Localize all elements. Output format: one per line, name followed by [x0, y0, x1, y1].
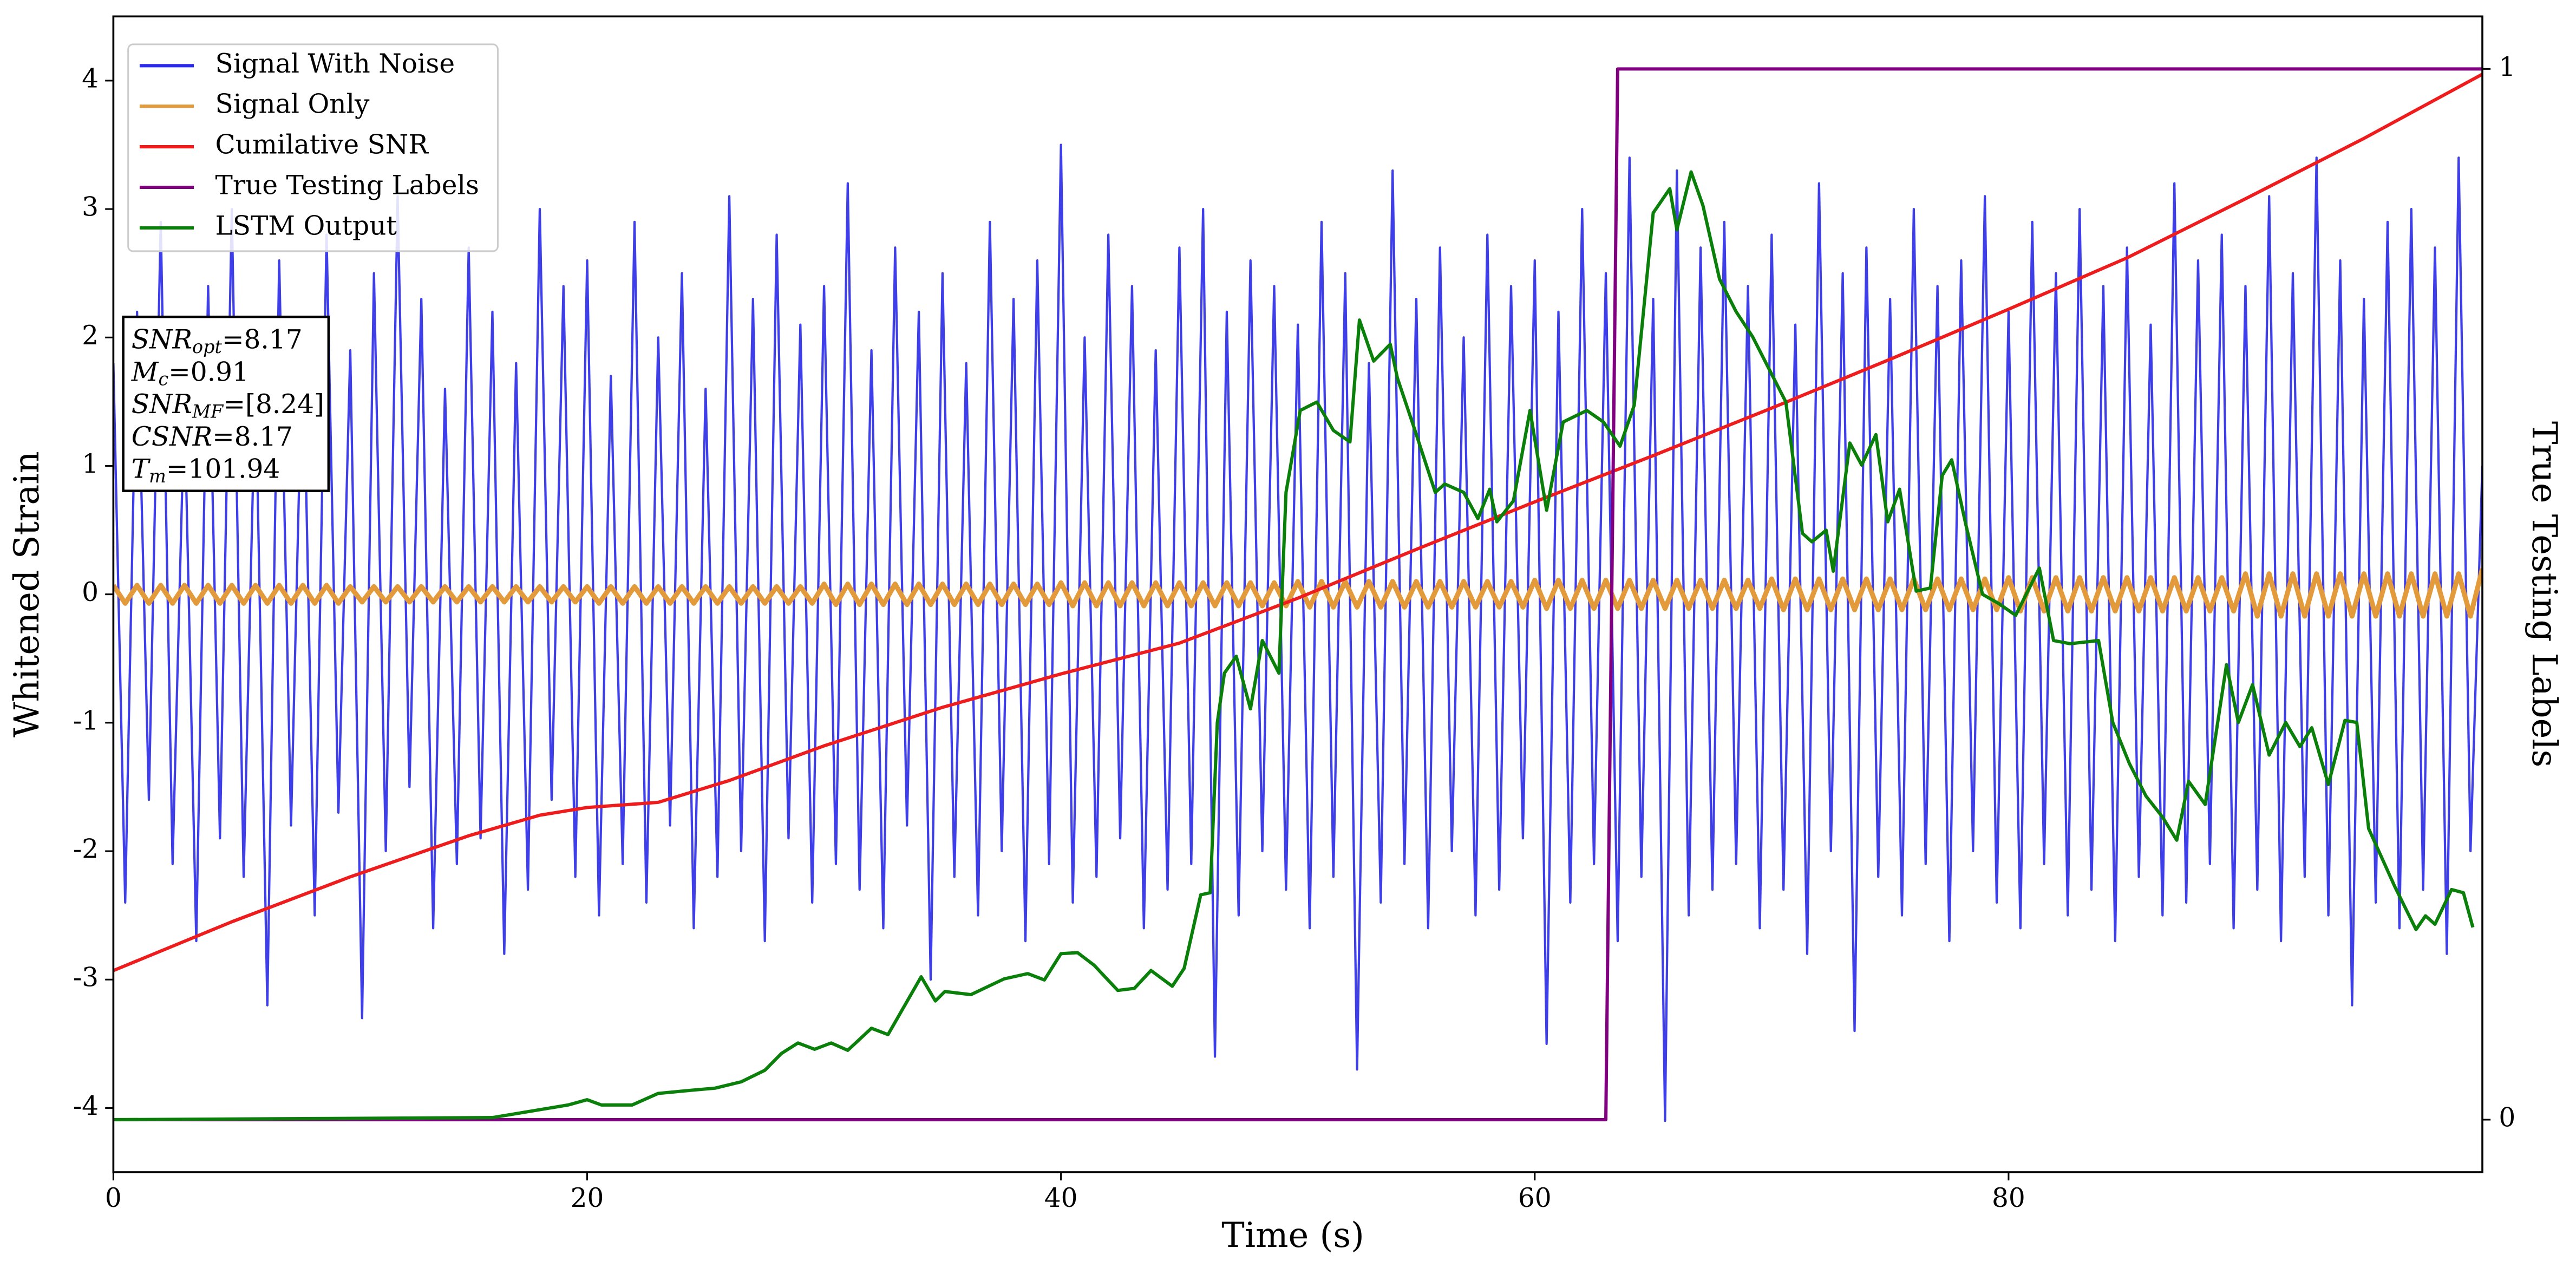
y-axis-label: Whitened Strain [7, 451, 47, 737]
annotation-text: SNRMF=[8.24] [132, 389, 324, 422]
series-line [113, 143, 2483, 1122]
legend-label: Cumilative SNR [215, 130, 429, 160]
legend-label: Signal With Noise [215, 49, 455, 79]
y-tick-label: 3 [82, 192, 99, 223]
annotation-name: T [132, 454, 151, 484]
annotation-text: CSNR=8.17 [132, 421, 293, 452]
x-tick-label: 80 [1992, 1183, 2025, 1213]
y-tick-label: -4 [73, 1091, 99, 1121]
annotation-value: =8.17 [212, 421, 293, 452]
annotation-value: =8.17 [222, 324, 303, 355]
annotation-value: =101.94 [166, 454, 280, 484]
annotation-name: SNR [132, 389, 192, 420]
annotation-sub: MF [192, 401, 224, 422]
y-tick-label: 2 [82, 321, 99, 351]
y2-tick-label: 0 [2499, 1102, 2515, 1133]
legend-label: LSTM Output [215, 211, 397, 241]
y-tick-label: -2 [73, 834, 99, 865]
x-axis-label: Time (s) [1221, 1216, 1364, 1256]
annotation-text: Mc=0.91 [131, 357, 249, 390]
annotation-name: M [131, 357, 159, 387]
y2-axis-label: True Testing Labels [2524, 421, 2564, 767]
annotation-text: SNRopt=8.17 [132, 324, 303, 357]
annotation-box [122, 315, 330, 492]
annotation-sub: c [158, 369, 168, 390]
y2-tick-label: 1 [2499, 52, 2515, 82]
y-tick-label: -1 [73, 705, 99, 736]
annotation-value: =0.91 [168, 357, 249, 387]
series-line [113, 170, 2475, 1122]
legend-box [127, 43, 499, 252]
annotation: SNRopt=8.17Mc=0.91SNRMF=[8.24]CSNR=8.17T… [122, 315, 330, 492]
y-tick-label: -3 [73, 963, 99, 993]
legend-label: True Testing Labels [215, 170, 479, 200]
y-tick-label: 0 [82, 577, 99, 607]
y-tick-label: 1 [82, 449, 99, 479]
annotation-sub: opt [192, 336, 222, 357]
annotation-value: =[8.24] [223, 389, 324, 420]
x-tick-label: 60 [1518, 1183, 1552, 1213]
series-line [113, 73, 2483, 972]
series-line [113, 568, 2483, 619]
legend-label: Signal Only [215, 89, 370, 120]
annotation-text: Tm=101.94 [132, 454, 280, 487]
y-tick-label: 4 [82, 63, 99, 94]
annotation-sub: m [149, 466, 166, 487]
annotation-name: SNR [132, 324, 192, 355]
x-tick-label: 0 [105, 1183, 122, 1213]
legend: Signal With Noise Signal Only Cumilative S… [127, 43, 499, 252]
series-line [113, 67, 2483, 1122]
x-tick-label: 20 [571, 1183, 604, 1213]
x-tick-label: 40 [1044, 1183, 1078, 1213]
annotation-name: CSNR [132, 421, 212, 452]
